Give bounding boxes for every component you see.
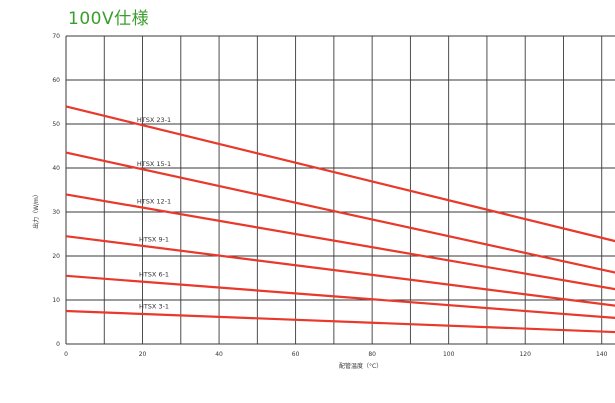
y-tick-label: 0 xyxy=(56,341,60,348)
series-label: HTSX 9-1 xyxy=(139,235,169,243)
series-label: HTSX 6-1 xyxy=(139,271,169,279)
series-line xyxy=(66,106,615,247)
y-tick-label: 40 xyxy=(52,165,60,172)
series-label: HTSX 15-1 xyxy=(137,160,171,168)
x-tick-label: 0 xyxy=(64,351,68,358)
x-tick-label: 40 xyxy=(215,351,223,358)
x-tick-label: 20 xyxy=(139,351,147,358)
y-axis-title: 出力（W/m） xyxy=(32,191,40,229)
series-line xyxy=(66,194,615,293)
series-label: HTSX 23-1 xyxy=(137,116,171,124)
x-axis-title: 配管温度（°C） xyxy=(339,362,382,370)
y-axis-ticks: 0 10 20 30 40 50 60 70 xyxy=(52,33,60,348)
y-tick-label: 30 xyxy=(52,209,60,216)
series-line xyxy=(66,153,615,278)
series-lines xyxy=(66,106,615,333)
y-tick-label: 60 xyxy=(52,77,60,84)
y-tick-label: 10 xyxy=(52,297,60,304)
series-line xyxy=(66,311,615,333)
x-axis-ticks: 0 20 40 60 80 100 120 140 xyxy=(64,351,608,358)
y-tick-label: 20 xyxy=(52,253,60,260)
x-tick-label: 120 xyxy=(519,351,531,358)
y-tick-label: 70 xyxy=(52,33,60,40)
x-tick-label: 80 xyxy=(368,351,376,358)
y-tick-label: 50 xyxy=(52,121,60,128)
series-label: HTSX 12-1 xyxy=(137,198,171,206)
series-label: HTSX 3-1 xyxy=(139,302,169,310)
x-tick-label: 100 xyxy=(443,351,455,358)
x-tick-label: 140 xyxy=(596,351,608,358)
x-tick-label: 60 xyxy=(292,351,300,358)
